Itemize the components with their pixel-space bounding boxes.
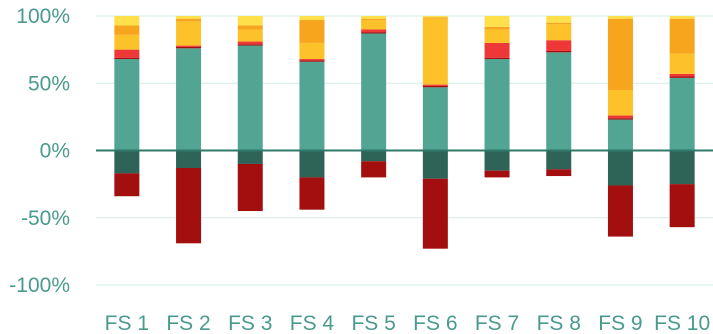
bar-segment-positive [114, 34, 140, 50]
bar-segment-positive [361, 18, 387, 21]
bar-segment-positive [299, 20, 325, 43]
bar-segment-negative [237, 150, 263, 164]
bar-segment-positive [299, 16, 325, 21]
bar-segment-negative [237, 163, 263, 212]
bar-segment-positive [484, 57, 510, 60]
x-category-label: FS 4 [290, 312, 335, 334]
bars [114, 16, 695, 249]
bar-segment-positive [361, 29, 387, 33]
bar-segment-positive [176, 16, 202, 19]
y-tick-label: 100% [16, 5, 70, 28]
x-category-label: FS 7 [475, 312, 519, 334]
bar-segment-positive [176, 45, 202, 47]
bar-segment-positive [484, 16, 510, 27]
bar-segment-negative [422, 178, 448, 249]
bar-segment-positive [361, 20, 387, 30]
bar-segment-negative [114, 150, 140, 174]
x-category-label: FS 2 [166, 312, 210, 334]
bar-segment-positive [607, 115, 633, 119]
bar-segment-positive [607, 119, 633, 151]
bar-segment-positive [422, 85, 448, 88]
bar-segment-positive [607, 118, 633, 120]
bar-segment-negative [484, 150, 510, 171]
x-category-label: FS 5 [351, 312, 395, 334]
bar-segment-positive [114, 57, 140, 60]
bar-segment-positive [546, 22, 572, 25]
bar-segment-negative [669, 184, 695, 228]
x-category-label: FS 3 [228, 312, 272, 334]
bar-segment-negative [176, 167, 202, 244]
x-axis-category-labels: FS 1 FS 2 FS 3 FS 4 FS 5 FS 6 FS 7 FS 8 FS 9 FS 1… [105, 312, 710, 334]
bar-segment-positive [669, 77, 695, 151]
bar-segment-positive [669, 76, 695, 78]
bar-segment-positive [422, 16, 448, 18]
bar-segment-positive [361, 33, 387, 151]
bar-segment-positive [422, 87, 448, 151]
bar-segment-positive [361, 32, 387, 34]
bar-segment-positive [546, 24, 572, 41]
bar-segment-positive [669, 16, 695, 19]
bar-segment-positive [607, 16, 633, 19]
bar-segment-positive [114, 16, 140, 26]
bar-segment-positive [299, 60, 325, 62]
bar-segment-positive [607, 89, 633, 116]
bar-segment-positive [176, 18, 202, 22]
bar-segment-negative [669, 150, 695, 185]
bar-segment-negative [484, 170, 510, 178]
bar-segment-positive [546, 16, 572, 23]
x-category-label: FS 6 [413, 312, 457, 334]
bar-segment-negative [361, 150, 387, 162]
y-tick-label: -50% [21, 207, 70, 230]
bar-segment-positive [484, 59, 510, 151]
bar-segment-positive [546, 40, 572, 51]
bar-segment-positive [176, 48, 202, 151]
bar-segment-negative [546, 150, 572, 170]
x-category-label: FS 9 [598, 312, 642, 334]
bar-segment-positive [669, 53, 695, 74]
bar-segment-positive [299, 61, 325, 151]
bar-segment-positive [546, 52, 572, 151]
bar-segment-positive [422, 18, 448, 85]
bar-segment-positive [114, 25, 140, 35]
x-category-label: FS 10 [654, 312, 710, 334]
bar-segment-positive [237, 29, 263, 42]
bar-segment-positive [237, 45, 263, 151]
bar-segment-positive [484, 26, 510, 30]
bar-segment-positive [299, 59, 325, 61]
bar-segment-positive [669, 18, 695, 54]
bar-segment-positive [237, 25, 263, 30]
x-category-label: FS 1 [105, 312, 149, 334]
bar-segment-negative [176, 150, 202, 168]
x-category-label: FS 8 [537, 312, 581, 334]
bar-segment-positive [237, 44, 263, 46]
bar-segment-positive [237, 16, 263, 26]
bar-segment-negative [422, 150, 448, 179]
bar-segment-negative [299, 177, 325, 210]
bar-segment-positive [484, 42, 510, 58]
bar-segment-positive [176, 46, 202, 49]
bar-segment-negative [299, 150, 325, 178]
y-tick-label: -100% [9, 274, 70, 297]
bar-segment-positive [237, 41, 263, 45]
bar-segment-positive [114, 49, 140, 58]
bar-segment-positive [422, 84, 448, 86]
bar-segment-positive [546, 50, 572, 53]
bar-segment-negative [114, 173, 140, 197]
bar-segment-positive [176, 21, 202, 46]
y-tick-label: 0% [40, 140, 70, 163]
y-tick-label: 50% [28, 72, 70, 95]
bar-segment-negative [607, 150, 633, 186]
y-axis-tick-labels: -100% -50% 0% 50% 100% [9, 5, 70, 297]
bar-segment-negative [361, 161, 387, 178]
bar-segment-positive [422, 17, 448, 19]
bar-segment-positive [607, 18, 633, 90]
bar-segment-positive [484, 29, 510, 43]
bar-segment-negative [546, 169, 572, 177]
bar-segment-positive [299, 42, 325, 60]
bar-segment-positive [361, 16, 387, 19]
bar-segment-positive [114, 59, 140, 151]
bar-segment-positive [669, 73, 695, 77]
bar-segment-negative [607, 185, 633, 237]
